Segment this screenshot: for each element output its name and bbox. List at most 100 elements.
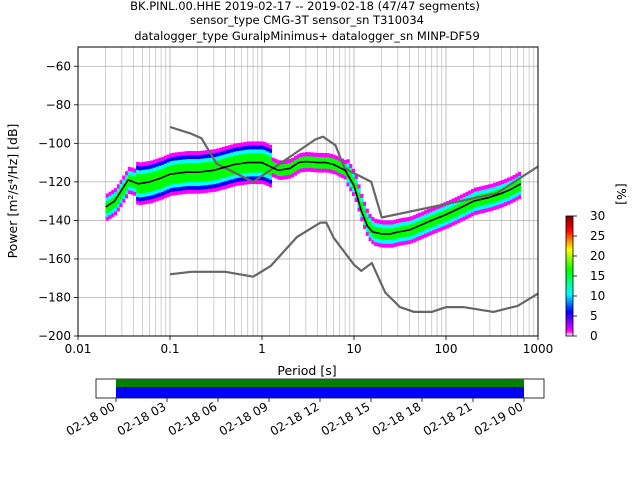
histogram-cell: [152, 171, 156, 176]
histogram-cell: [385, 235, 389, 240]
histogram-cell: [410, 216, 414, 221]
histogram-cell: [282, 159, 286, 165]
histogram-cell: [446, 208, 450, 213]
histogram-cell: [199, 154, 203, 159]
histogram-cell: [371, 220, 375, 225]
histogram-cell: [401, 240, 405, 246]
histogram-cell: [141, 188, 145, 194]
histogram-cell: [260, 156, 264, 161]
histogram-cell: [451, 210, 455, 215]
histogram-cell: [205, 165, 209, 170]
histogram-cell: [197, 178, 201, 183]
histogram-cell: [293, 167, 297, 172]
histogram-cell: [476, 202, 480, 207]
histogram-cell: [435, 228, 439, 233]
histogram-cell: [404, 240, 408, 245]
histogram-cell: [459, 202, 463, 207]
histogram-cell: [271, 161, 275, 166]
histogram-cell: [468, 194, 472, 199]
histogram-cell: [371, 216, 375, 222]
histogram-cell: [166, 185, 170, 190]
histogram-cell: [410, 231, 414, 236]
histogram-cell: [451, 202, 455, 207]
histogram-cell: [138, 170, 142, 175]
histogram-cell: [194, 185, 198, 190]
histogram-cell: [418, 228, 422, 233]
histogram-cell: [509, 184, 513, 189]
histogram-cell: [371, 224, 375, 229]
histogram-cell: [302, 152, 306, 157]
histogram-cell: [376, 227, 380, 232]
histogram-cell: [152, 198, 156, 203]
histogram-cell: [393, 238, 397, 244]
histogram-cell: [462, 208, 466, 213]
histogram-cell: [158, 184, 162, 189]
histogram-cell: [185, 174, 190, 179]
colorbar-tick-label: 15: [590, 269, 605, 283]
histogram-cell: [199, 173, 203, 179]
histogram-cell: [371, 232, 375, 237]
histogram-cell: [277, 164, 281, 169]
histogram-cell: [495, 204, 499, 210]
histogram-cell: [252, 149, 256, 154]
histogram-cell: [169, 160, 173, 166]
histogram-cell: [246, 149, 250, 154]
histogram-cell: [495, 181, 499, 186]
histogram-cell: [125, 171, 129, 176]
histogram-cell: [415, 213, 419, 219]
histogram-cell: [194, 151, 198, 156]
histogram-cell: [363, 220, 367, 226]
histogram-cell: [224, 146, 228, 151]
histogram-cell: [415, 217, 419, 222]
histogram-cell: [125, 194, 129, 199]
histogram-cell: [470, 192, 475, 198]
histogram-cell: [169, 184, 173, 189]
histogram-cell: [429, 227, 433, 232]
histogram-cell: [188, 154, 192, 160]
histogram-cell: [133, 187, 137, 192]
histogram-cell: [412, 230, 416, 235]
histogram-cell: [498, 184, 502, 189]
histogram-cell: [119, 183, 123, 188]
histogram-cell: [396, 222, 400, 227]
histogram-cell: [155, 197, 159, 202]
colorbar-tick-label: 5: [590, 309, 598, 323]
histogram-cell: [235, 150, 239, 155]
histogram-cell: [113, 199, 118, 204]
histogram-cell: [468, 209, 472, 214]
x-tick-label: 100: [435, 342, 458, 356]
histogram-cell: [105, 208, 109, 213]
histogram-cell: [310, 156, 314, 161]
histogram-cell: [174, 190, 178, 196]
histogram-cell: [141, 192, 145, 197]
histogram-cell: [448, 219, 452, 224]
histogram-cell: [208, 180, 212, 185]
histogram-cell: [310, 152, 314, 157]
histogram-cell: [432, 206, 436, 211]
histogram-cell: [518, 179, 522, 184]
histogram-cell: [421, 211, 425, 216]
histogram-cell: [432, 222, 436, 227]
histogram-cell: [365, 208, 369, 213]
histogram-cell: [213, 179, 217, 185]
histogram-cell: [238, 142, 242, 147]
histogram-cell: [440, 226, 444, 231]
histogram-cell: [116, 199, 120, 204]
histogram-cell: [393, 227, 397, 232]
histogram-cell: [509, 176, 513, 181]
histogram-cell: [227, 179, 231, 185]
histogram-cell: [437, 227, 441, 232]
histogram-cell: [130, 190, 134, 195]
histogram-cell: [473, 210, 477, 215]
histogram-cell: [468, 198, 472, 203]
histogram-cell: [393, 219, 397, 224]
histogram-cell: [410, 223, 414, 229]
histogram-cell: [255, 156, 259, 161]
timeline-tick-label: 02-19 00: [472, 399, 526, 438]
histogram-cell: [133, 191, 137, 196]
histogram-cell: [493, 186, 497, 191]
histogram-cell: [365, 231, 369, 236]
histogram-cell: [136, 161, 140, 167]
histogram-cell: [266, 174, 270, 179]
histogram-cell: [252, 164, 256, 169]
